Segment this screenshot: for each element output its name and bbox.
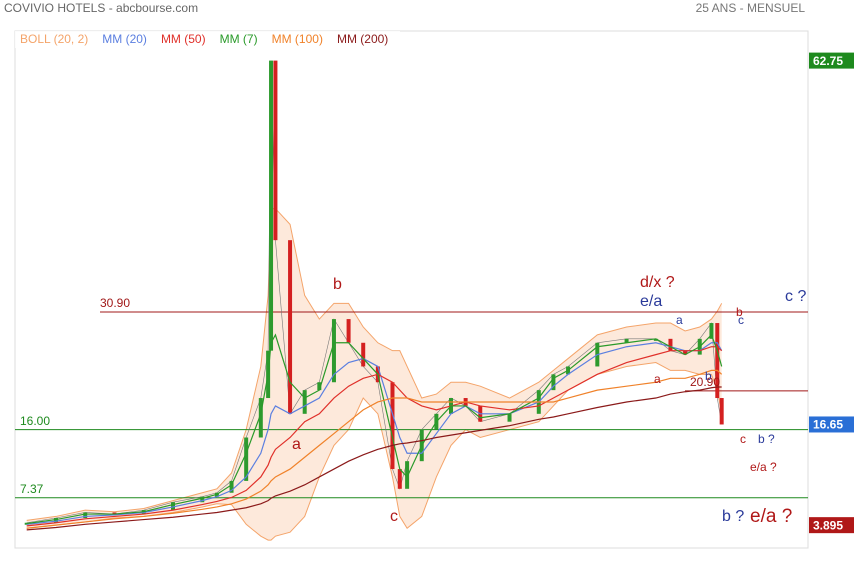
moving-average	[26, 386, 722, 531]
candle	[288, 240, 293, 414]
price-tag-label: 16.65	[813, 418, 843, 432]
candle	[397, 469, 402, 489]
candle	[653, 338, 658, 341]
annotation: a	[676, 313, 683, 327]
candle	[269, 60, 274, 351]
chart-subtitle: 25 ANS - MENSUEL	[696, 1, 806, 15]
data-layer	[15, 60, 808, 541]
legend-entry: MM (50)	[161, 32, 206, 46]
annotation: b	[736, 305, 743, 319]
price-line	[26, 60, 722, 524]
candle	[683, 350, 688, 355]
level-label: 16.00	[20, 414, 50, 428]
candle	[346, 319, 351, 343]
overlay-layer: a b c d/x ? e/a a b c a b c c ? b ? e/a …	[15, 31, 854, 534]
chart-title: COVIVIO HOTELS - abcbourse.com	[4, 1, 198, 15]
candle	[53, 518, 58, 523]
price-tag-label: 62.75	[813, 54, 843, 68]
annotation: a	[292, 436, 301, 453]
annotation: c	[740, 432, 746, 446]
annotation: a	[654, 372, 661, 386]
candle	[709, 323, 714, 339]
legend-entry: BOLL (20, 2)	[20, 32, 88, 46]
candle	[715, 323, 720, 399]
candle	[390, 382, 395, 470]
moving-average	[26, 333, 723, 525]
legend-box	[15, 31, 400, 48]
legend-entry: MM (7)	[220, 32, 258, 46]
plot-frame	[14, 30, 809, 549]
candle	[317, 382, 322, 391]
level-label: 30.90	[100, 296, 130, 310]
annotation: e/a ?	[750, 506, 792, 527]
annotation: c	[738, 313, 744, 327]
candle	[258, 398, 263, 438]
candle	[331, 319, 336, 383]
legend-entry: MM (200)	[337, 32, 388, 46]
bollinger-upper	[26, 208, 723, 521]
candle	[83, 512, 88, 519]
candle	[624, 338, 629, 343]
price-tag	[809, 416, 854, 433]
annotation: c	[390, 508, 398, 525]
annotation: d/x ?	[640, 274, 675, 291]
moving-average	[26, 342, 723, 525]
candle	[273, 60, 278, 241]
price-tag	[809, 52, 854, 69]
candle	[668, 338, 673, 351]
legend-entry: MM (100)	[272, 32, 323, 46]
candle	[719, 398, 724, 425]
bollinger-fill	[26, 208, 722, 541]
annotation: b ?	[758, 432, 775, 446]
annotation: b	[333, 276, 342, 293]
candle	[551, 374, 556, 391]
candle	[405, 461, 410, 489]
bollinger-lower	[26, 361, 723, 541]
candle	[244, 437, 249, 481]
candle	[302, 390, 307, 414]
candle	[171, 502, 176, 511]
moving-average	[26, 346, 723, 527]
annotation: e/a	[640, 293, 662, 310]
candle	[200, 496, 205, 503]
moving-average	[26, 369, 723, 529]
candle	[361, 342, 366, 367]
legend-entry: MM (20)	[102, 32, 147, 46]
annotation: c ?	[785, 288, 806, 305]
annotation: b	[705, 369, 712, 383]
price-tag	[809, 517, 854, 534]
level-label: 20.90	[690, 375, 720, 389]
level-label: 7.37	[20, 482, 44, 496]
annotation: b ?	[722, 508, 744, 525]
annotation: e/a ?	[750, 460, 777, 474]
candle	[507, 413, 512, 422]
price-tag-label: 3.895	[813, 518, 843, 532]
candle	[229, 480, 234, 493]
